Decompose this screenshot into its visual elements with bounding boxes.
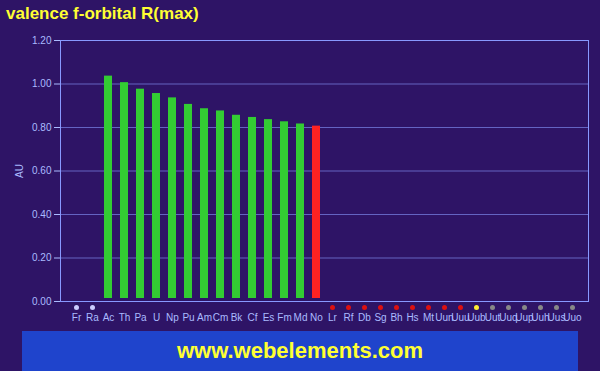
svg-text:AU: AU [14,164,25,178]
svg-text:0.00: 0.00 [32,296,52,307]
svg-text:Fr: Fr [72,312,82,323]
svg-text:Rf: Rf [344,312,354,323]
svg-text:Uuq: Uuq [499,311,518,323]
svg-text:Bh: Bh [390,312,402,323]
svg-text:Cm: Cm [213,312,229,323]
svg-text:Uun: Uun [435,311,454,323]
svg-text:Sg: Sg [374,312,386,323]
svg-text:Ac: Ac [103,312,115,323]
svg-text:Hs: Hs [406,312,418,323]
svg-text:Pa: Pa [134,312,147,323]
svg-text:Np: Np [166,312,179,323]
svg-text:U: U [153,312,160,323]
svg-text:Uut: Uut [485,312,501,323]
svg-text:0.80: 0.80 [32,122,52,133]
svg-text:No: No [310,312,323,323]
svg-text:Uuh: Uuh [531,311,550,323]
svg-text:Th: Th [119,312,131,323]
svg-text:Am: Am [197,312,212,323]
svg-text:Db: Db [358,312,371,323]
svg-text:1.00: 1.00 [32,78,52,89]
svg-text:Mt: Mt [423,312,434,323]
svg-text:Ra: Ra [86,312,99,323]
svg-text:Cf: Cf [248,312,258,323]
svg-text:Fm: Fm [277,312,291,323]
svg-text:1.20: 1.20 [32,35,52,46]
html-text:valence f-orbital R(max): valence f-orbital R(max) [6,4,199,23]
html-text:www.webelements.com: www.webelements.com [176,338,424,363]
svg-text:Bk: Bk [231,312,244,323]
svg-text:Es: Es [263,312,275,323]
svg-text:Md: Md [294,312,308,323]
svg-text:Pu: Pu [182,312,194,323]
svg-text:Uub: Uub [467,312,486,323]
svg-text:Lr: Lr [328,312,338,323]
svg-text:Uuu: Uuu [451,311,470,323]
svg-text:0.60: 0.60 [32,165,52,176]
svg-text:Uuo: Uuo [563,312,582,323]
svg-text:Uup: Uup [515,311,534,323]
svg-text:0.40: 0.40 [32,209,52,220]
svg-text:Uus: Uus [547,311,566,323]
svg-text:0.20: 0.20 [32,252,52,263]
